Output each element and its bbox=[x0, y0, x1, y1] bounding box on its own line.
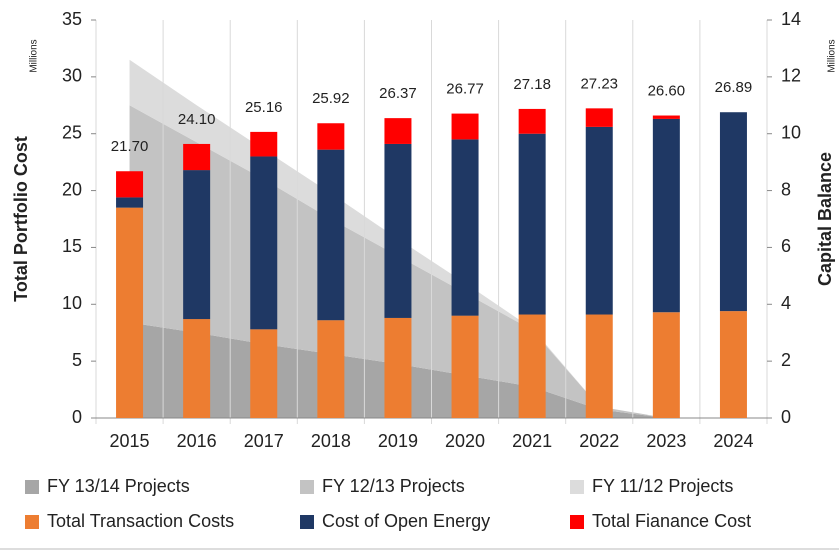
bar-segment bbox=[451, 113, 479, 140]
bar-segment bbox=[451, 315, 479, 418]
y2-tick-label: 4 bbox=[781, 293, 791, 313]
legend-label: Total Transaction Costs bbox=[47, 511, 234, 531]
legend-swatch bbox=[300, 515, 314, 529]
bar-segment bbox=[518, 314, 546, 418]
y2-axis-unit: Millions bbox=[827, 39, 838, 72]
bar-segment bbox=[317, 320, 345, 418]
legend-label: FY 13/14 Projects bbox=[47, 476, 190, 496]
bar-segment bbox=[116, 171, 144, 198]
y-tick-label: 10 bbox=[62, 293, 82, 313]
bar-segment bbox=[652, 312, 680, 418]
y-tick-label: 0 bbox=[72, 407, 82, 427]
total-label: 26.60 bbox=[648, 82, 686, 99]
bar-segment bbox=[183, 319, 211, 418]
bar-segment bbox=[384, 143, 412, 318]
legend-swatch bbox=[25, 515, 39, 529]
bar-segment bbox=[451, 139, 479, 316]
bar-segment bbox=[518, 108, 546, 134]
total-label: 24.10 bbox=[178, 111, 216, 128]
bar-segment bbox=[250, 131, 278, 157]
total-label: 21.70 bbox=[111, 138, 149, 155]
bar-segment bbox=[183, 143, 211, 171]
y2-axis-title: Capital Balance bbox=[815, 152, 835, 286]
x-tick-label: 2015 bbox=[110, 431, 150, 451]
legend-swatch bbox=[570, 480, 584, 494]
total-label: 26.77 bbox=[446, 81, 484, 98]
total-label: 25.16 bbox=[245, 99, 283, 116]
y2-tick-label: 12 bbox=[781, 66, 801, 86]
legend-label: Total Fianance Cost bbox=[592, 511, 751, 531]
total-label: 26.89 bbox=[715, 79, 753, 96]
total-label: 27.18 bbox=[513, 76, 551, 93]
legend-swatch bbox=[300, 480, 314, 494]
x-tick-label: 2016 bbox=[177, 431, 217, 451]
x-tick-label: 2020 bbox=[445, 431, 485, 451]
y2-tick-label: 2 bbox=[781, 350, 791, 370]
bar-segment bbox=[585, 108, 613, 127]
legend-label: FY 12/13 Projects bbox=[322, 476, 465, 496]
y2-tick-label: 10 bbox=[781, 122, 801, 142]
legend-swatch bbox=[570, 515, 584, 529]
bar-segment bbox=[183, 170, 211, 320]
y-tick-label: 30 bbox=[62, 66, 82, 86]
area bbox=[129, 105, 734, 419]
bar-segment bbox=[652, 118, 680, 313]
total-label: 26.37 bbox=[379, 85, 417, 102]
y-tick-label: 20 bbox=[62, 179, 82, 199]
bar-segment bbox=[518, 133, 546, 315]
bar-segment bbox=[585, 314, 613, 418]
bar-segment bbox=[652, 115, 680, 119]
x-tick-label: 2022 bbox=[579, 431, 619, 451]
bar-segment bbox=[250, 329, 278, 418]
y2-tick-label: 14 bbox=[781, 9, 801, 29]
legend-label: FY 11/12 Projects bbox=[592, 476, 733, 496]
bar-segment bbox=[250, 156, 278, 330]
y-tick-label: 35 bbox=[62, 9, 82, 29]
legend-label: Cost of Open Energy bbox=[322, 511, 490, 531]
y-axis-unit: Millions bbox=[29, 39, 40, 72]
bar-segment bbox=[585, 126, 613, 315]
y2-tick-label: 6 bbox=[781, 236, 791, 256]
bar-segment bbox=[317, 149, 345, 321]
y2-tick-label: 8 bbox=[781, 179, 791, 199]
x-tick-label: 2023 bbox=[646, 431, 686, 451]
bar-segment bbox=[317, 123, 345, 150]
bar-segment bbox=[384, 118, 412, 144]
legend-swatch bbox=[25, 480, 39, 494]
x-tick-label: 2019 bbox=[378, 431, 418, 451]
y-axis-title: Total Portfolio Cost bbox=[11, 136, 31, 302]
bar-segment bbox=[116, 197, 144, 208]
x-tick-label: 2018 bbox=[311, 431, 351, 451]
x-tick-label: 2024 bbox=[713, 431, 753, 451]
bar-segment bbox=[384, 317, 412, 418]
y-tick-label: 25 bbox=[62, 122, 82, 142]
y-tick-label: 15 bbox=[62, 236, 82, 256]
x-tick-label: 2017 bbox=[244, 431, 284, 451]
y-tick-label: 5 bbox=[72, 350, 82, 370]
y2-tick-label: 0 bbox=[781, 407, 791, 427]
total-label: 27.23 bbox=[580, 75, 618, 92]
total-label: 25.92 bbox=[312, 90, 350, 107]
bar-segment bbox=[116, 207, 144, 418]
x-tick-label: 2021 bbox=[512, 431, 552, 451]
bar-segment bbox=[719, 112, 747, 312]
bar-segment bbox=[719, 311, 747, 418]
